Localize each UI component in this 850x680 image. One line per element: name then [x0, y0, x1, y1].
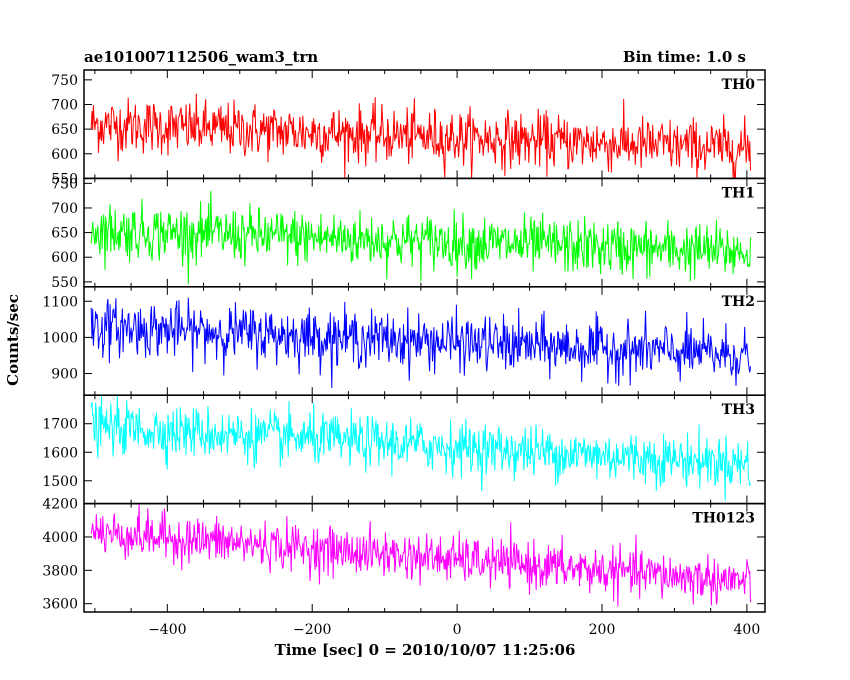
y-tick-label-th1: 650: [51, 226, 78, 242]
x-axis-label: Time [sec] 0 = 2010/10/07 11:25:06: [275, 641, 576, 659]
panel-frame-th0123: [83, 502, 766, 613]
panel-frame-th2: [83, 286, 766, 396]
panel-label-th0123: TH0123: [692, 511, 755, 527]
y-axis-label: Counts/sec: [4, 294, 22, 386]
x-tick-label: −400: [148, 622, 186, 638]
x-tick-label: 0: [453, 622, 462, 638]
y-tick-label-th0123: 3800: [42, 563, 78, 579]
series-line-th0123: [90, 503, 751, 607]
series-line-th2: [90, 297, 751, 389]
y-tick-label-th1: 750: [51, 176, 78, 192]
series-line-th0: [90, 93, 751, 179]
y-tick-label-th0: 600: [51, 147, 78, 163]
chart-title: ae101007112506_wam3_trn: [84, 48, 318, 66]
x-tick-label: −200: [293, 622, 331, 638]
y-tick-label-th2: 1000: [42, 330, 78, 346]
y-tick-label-th0123: 4200: [42, 497, 78, 513]
panel-label-th3: TH3: [722, 402, 755, 418]
y-tick-label-th0: 700: [51, 97, 78, 113]
y-tick-label-th2: 900: [51, 367, 78, 383]
y-tick-label-th0123: 4000: [42, 530, 78, 546]
y-tick-label-th3: 1600: [42, 445, 78, 461]
y-tick-label-th0123: 3600: [42, 597, 78, 613]
y-tick-label-th1: 600: [51, 250, 78, 266]
y-tick-label-th1: 700: [51, 201, 78, 217]
x-tick-label: 200: [589, 622, 616, 638]
panel-label-th1: TH1: [722, 185, 755, 201]
series-line-th3: [90, 395, 751, 501]
y-tick-label-th0: 550: [51, 171, 78, 187]
series-line-th1: [90, 190, 751, 285]
y-tick-label-th3: 1500: [42, 474, 78, 490]
y-tick-label-th0: 650: [51, 122, 78, 138]
y-tick-label-th1: 550: [51, 275, 78, 291]
panel-label-th0: TH0: [722, 77, 756, 93]
y-tick-label-th3: 1700: [42, 417, 78, 433]
y-tick-label-th0: 750: [51, 73, 78, 89]
y-tick-label-th2: 1100: [42, 294, 78, 310]
chart-subtitle: Bin time: 1.0 s: [623, 48, 746, 66]
x-tick-label: 400: [734, 622, 761, 638]
panel-label-th2: TH2: [722, 294, 755, 310]
panels-group: 550 600 650 700 750 TH0 550 600 650 700 750 TH1 900 1…: [42, 69, 766, 638]
